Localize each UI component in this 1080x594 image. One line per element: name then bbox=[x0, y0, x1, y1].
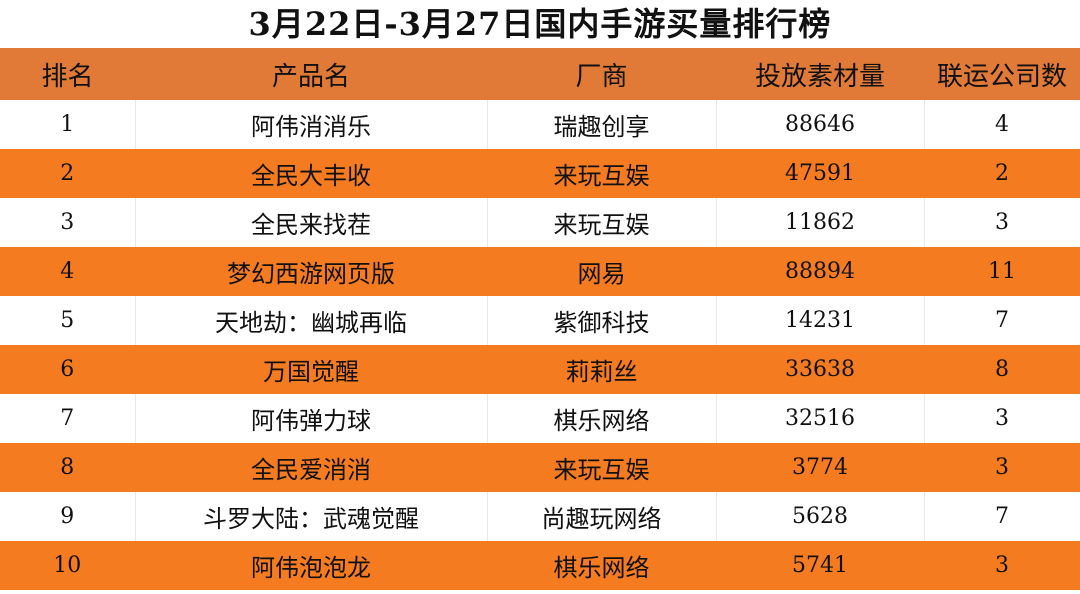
cell-vendor: 紫御科技 bbox=[487, 296, 717, 345]
page-title: 3月22日-3月27日国内手游买量排行榜 bbox=[248, 5, 832, 43]
cell-rank: 2 bbox=[0, 149, 136, 198]
cell-partner-count: 4 bbox=[924, 100, 1080, 149]
cell-ad-creatives: 5741 bbox=[716, 541, 925, 590]
table-row: 3 全民来找茬 来玩互娱 11862 3 bbox=[0, 198, 1080, 247]
cell-ad-creatives: 14231 bbox=[716, 296, 925, 345]
cell-product-name: 阿伟弹力球 bbox=[135, 394, 488, 443]
header-rank: 排名 bbox=[0, 48, 135, 100]
cell-vendor: 来玩互娱 bbox=[487, 443, 717, 492]
cell-partner-count: 3 bbox=[924, 443, 1080, 492]
cell-ad-creatives: 88646 bbox=[716, 100, 925, 149]
cell-partner-count: 3 bbox=[924, 541, 1080, 590]
table-header-row: 排名 产品名 厂商 投放素材量 联运公司数 bbox=[0, 48, 1080, 100]
cell-product-name: 天地劫：幽城再临 bbox=[135, 296, 488, 345]
table-row: 1 阿伟消消乐 瑞趣创享 88646 4 bbox=[0, 100, 1080, 149]
header-partner-count: 联运公司数 bbox=[924, 48, 1080, 100]
cell-rank: 4 bbox=[0, 247, 136, 296]
cell-product-name: 斗罗大陆：武魂觉醒 bbox=[135, 492, 488, 541]
header-ad-creatives: 投放素材量 bbox=[716, 48, 924, 100]
cell-ad-creatives: 11862 bbox=[716, 198, 925, 247]
table-row: 4 梦幻西游网页版 网易 88894 11 bbox=[0, 247, 1080, 296]
cell-rank: 7 bbox=[0, 394, 136, 443]
cell-product-name: 全民大丰收 bbox=[135, 149, 488, 198]
ranking-table: 排名 产品名 厂商 投放素材量 联运公司数 1 阿伟消消乐 瑞趣创享 88646… bbox=[0, 48, 1080, 590]
cell-vendor: 来玩互娱 bbox=[487, 198, 717, 247]
table-row: 7 阿伟弹力球 棋乐网络 32516 3 bbox=[0, 394, 1080, 443]
cell-ad-creatives: 5628 bbox=[716, 492, 925, 541]
header-vendor: 厂商 bbox=[487, 48, 716, 100]
cell-partner-count: 8 bbox=[924, 345, 1080, 394]
cell-ad-creatives: 32516 bbox=[716, 394, 925, 443]
cell-rank: 6 bbox=[0, 345, 136, 394]
cell-partner-count: 2 bbox=[924, 149, 1080, 198]
table-row: 2 全民大丰收 来玩互娱 47591 2 bbox=[0, 149, 1080, 198]
table-row: 8 全民爱消消 来玩互娱 3774 3 bbox=[0, 443, 1080, 492]
cell-rank: 1 bbox=[0, 100, 136, 149]
cell-partner-count: 3 bbox=[924, 198, 1080, 247]
cell-rank: 9 bbox=[0, 492, 136, 541]
cell-partner-count: 11 bbox=[924, 247, 1080, 296]
cell-vendor: 网易 bbox=[487, 247, 717, 296]
table-row: 6 万国觉醒 莉莉丝 33638 8 bbox=[0, 345, 1080, 394]
cell-ad-creatives: 88894 bbox=[716, 247, 925, 296]
cell-rank: 10 bbox=[0, 541, 136, 590]
table-row: 5 天地劫：幽城再临 紫御科技 14231 7 bbox=[0, 296, 1080, 345]
cell-vendor: 莉莉丝 bbox=[487, 345, 717, 394]
cell-rank: 8 bbox=[0, 443, 136, 492]
cell-product-name: 阿伟泡泡龙 bbox=[135, 541, 488, 590]
cell-vendor: 棋乐网络 bbox=[487, 541, 717, 590]
cell-ad-creatives: 3774 bbox=[716, 443, 925, 492]
cell-vendor: 棋乐网络 bbox=[487, 394, 717, 443]
table-row: 9 斗罗大陆：武魂觉醒 尚趣玩网络 5628 7 bbox=[0, 492, 1080, 541]
cell-rank: 5 bbox=[0, 296, 136, 345]
cell-partner-count: 3 bbox=[924, 394, 1080, 443]
cell-partner-count: 7 bbox=[924, 492, 1080, 541]
cell-vendor: 来玩互娱 bbox=[487, 149, 717, 198]
cell-ad-creatives: 47591 bbox=[716, 149, 925, 198]
cell-partner-count: 7 bbox=[924, 296, 1080, 345]
cell-product-name: 梦幻西游网页版 bbox=[135, 247, 488, 296]
cell-product-name: 全民爱消消 bbox=[135, 443, 488, 492]
cell-product-name: 全民来找茬 bbox=[135, 198, 488, 247]
cell-rank: 3 bbox=[0, 198, 136, 247]
header-product-name: 产品名 bbox=[135, 48, 487, 100]
cell-product-name: 阿伟消消乐 bbox=[135, 100, 488, 149]
table-row: 10 阿伟泡泡龙 棋乐网络 5741 3 bbox=[0, 541, 1080, 590]
cell-vendor: 瑞趣创享 bbox=[487, 100, 717, 149]
cell-ad-creatives: 33638 bbox=[716, 345, 925, 394]
cell-vendor: 尚趣玩网络 bbox=[487, 492, 717, 541]
cell-product-name: 万国觉醒 bbox=[135, 345, 488, 394]
